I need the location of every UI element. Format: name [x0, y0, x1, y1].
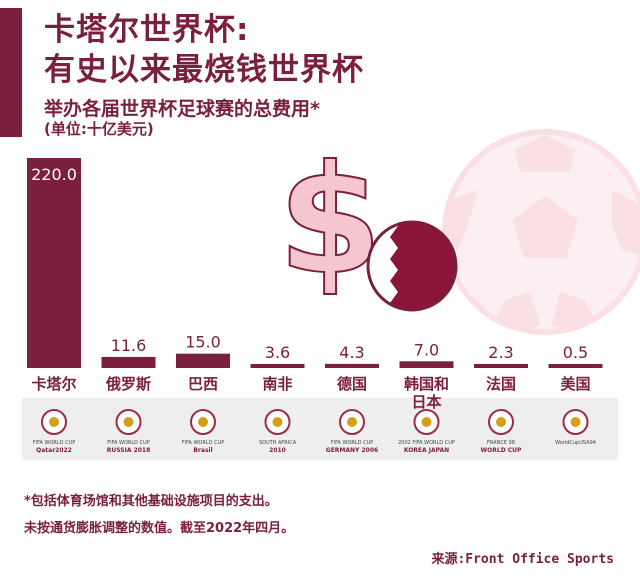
logo-text-top-7: WorldCupUSA94 — [555, 440, 596, 446]
bar-2 — [176, 353, 230, 368]
bar-4 — [325, 363, 379, 368]
logo-text-top-3: SOUTH AFRICA — [259, 440, 297, 446]
bar-6 — [474, 364, 528, 368]
bar-0 — [27, 158, 81, 368]
footnote-2: 未按通货膨胀调整的数值。截至2022年四月。 — [24, 521, 295, 536]
category-label-3: 南非 — [262, 375, 292, 393]
logo-text-top-1: FIFA WORLD CUP — [107, 440, 150, 446]
value-label-4: 4.3 — [339, 343, 364, 362]
chart-subtitle: 举办各届世界杯足球赛的总费用* — [44, 98, 320, 120]
value-label-7: 0.5 — [563, 343, 588, 362]
value-label-3: 3.6 — [265, 343, 290, 362]
value-labels-group: 220.0 11.6 15.0 3.6 4.3 7.0 2.3 0.5 — [31, 165, 588, 362]
logo-text-bottom-1: RUSSIA 2018 — [107, 447, 151, 454]
value-label-0: 220.0 — [31, 165, 77, 184]
logo-text-bottom-6: WORLD CUP — [481, 447, 523, 454]
value-label-6: 2.3 — [488, 343, 513, 362]
bars-group — [27, 158, 603, 368]
category-label-1: 俄罗斯 — [105, 375, 151, 393]
category-label-0: 卡塔尔 — [31, 375, 76, 393]
unit-label: (单位:十亿美元) — [44, 120, 154, 138]
value-label-2: 15.0 — [185, 333, 221, 352]
logo-text-bottom-4: GERMANY 2006 — [326, 447, 378, 454]
title-accent-bar — [0, 8, 22, 137]
logo-text-bottom-2: Brasil — [193, 447, 212, 454]
logo-text-top-6: FRANCE 98 — [487, 440, 515, 446]
dollar-sign-icon: $ — [277, 133, 383, 309]
category-label-4: 德国 — [337, 375, 367, 393]
bar-3 — [250, 364, 305, 368]
category-label-5: 韩国和日本 — [404, 375, 449, 411]
logo-text-bottom-3: 2010 — [269, 447, 286, 454]
footnote-1: *包括体育场馆和其他基础设施项目的支出。 — [24, 494, 278, 509]
category-label-2: 巴西 — [188, 375, 218, 393]
source-credit: 来源:Front Office Sports — [431, 552, 614, 567]
svg-text:$: $ — [278, 134, 382, 308]
usa-94-logo-icon: WorldCupUSA94 — [555, 409, 596, 446]
chart-title-line1: 卡塔尔世界杯: — [44, 12, 250, 48]
logo-text-top-5: 2002 FIFA WORLD CUP — [398, 440, 455, 446]
bar-5 — [399, 361, 454, 368]
logo-text-top-4: FIFA WORLD CUP — [331, 440, 374, 446]
bar-chart: $ 220.0 11.6 15.0 3.6 4.3 7.0 2.3 0.5 卡塔尔 俄罗斯 巴西 南… — [27, 129, 640, 454]
category-label-7: 美国 — [560, 375, 590, 393]
bar-1 — [101, 356, 156, 368]
logo-text-bottom-0: Qatar2022 — [36, 447, 72, 454]
logo-text-top-2: FIFA WORLD CUP — [182, 440, 225, 446]
category-label-6: 法国 — [486, 375, 516, 393]
bar-7 — [548, 364, 603, 368]
soccer-ball-icon — [442, 129, 640, 335]
value-label-5: 7.0 — [414, 340, 439, 359]
logo-text-top-0: FIFA WORLD CUP — [33, 440, 76, 446]
category-labels-group: 卡塔尔 俄罗斯 巴西 南非 德国 韩国和日本 法国 美国 — [31, 375, 590, 411]
value-label-1: 11.6 — [111, 336, 147, 355]
logo-text-bottom-5: KOREA JAPAN — [404, 447, 449, 454]
chart-title-line2: 有史以来最烧钱世界杯 — [44, 52, 364, 88]
